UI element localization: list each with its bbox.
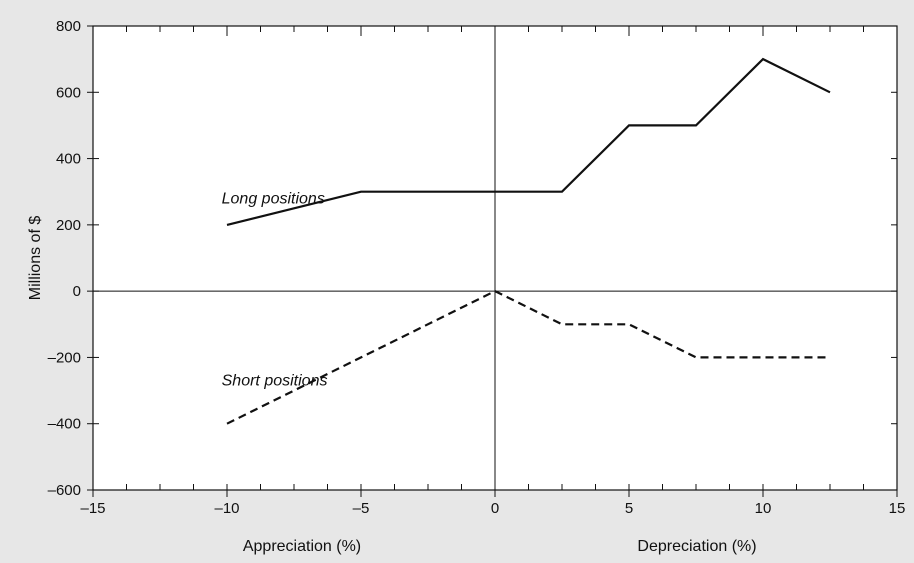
y-tick-label: 0 [73, 283, 81, 300]
x-tick-label: –15 [80, 500, 105, 517]
x-tick-label: –5 [353, 500, 370, 517]
annotations: Long positions Short positions [222, 190, 328, 389]
x-tick-label: 15 [889, 500, 906, 517]
x-axis: –15 –10 –5 0 5 10 15 [80, 26, 905, 517]
series-lines [226, 57, 831, 425]
series-annotation: Short positions [222, 373, 328, 390]
x-tick-label: 5 [625, 500, 633, 517]
series-annotation: Long positions [222, 190, 325, 207]
x-tick-label: –10 [214, 500, 239, 517]
y-tick-label: 600 [56, 84, 81, 101]
y-axis-title: Millions of $ [27, 216, 44, 301]
y-tick-label: –200 [48, 349, 81, 366]
long-positions-line [226, 57, 831, 226]
y-tick-label: –400 [48, 416, 81, 433]
short-positions-line [226, 289, 830, 425]
y-tick-label: 800 [56, 18, 81, 35]
x-tick-label: 0 [491, 500, 499, 517]
y-tick-label: 200 [56, 217, 81, 234]
x-axis-title-right: Depreciation (%) [637, 538, 756, 555]
y-tick-label: –600 [48, 482, 81, 499]
y-tick-label: 400 [56, 151, 81, 168]
x-axis-title-left: Appreciation (%) [243, 538, 361, 555]
y-axis: –600 –400 –200 0 200 400 600 800 [48, 18, 897, 499]
x-tick-label: 10 [755, 500, 772, 517]
